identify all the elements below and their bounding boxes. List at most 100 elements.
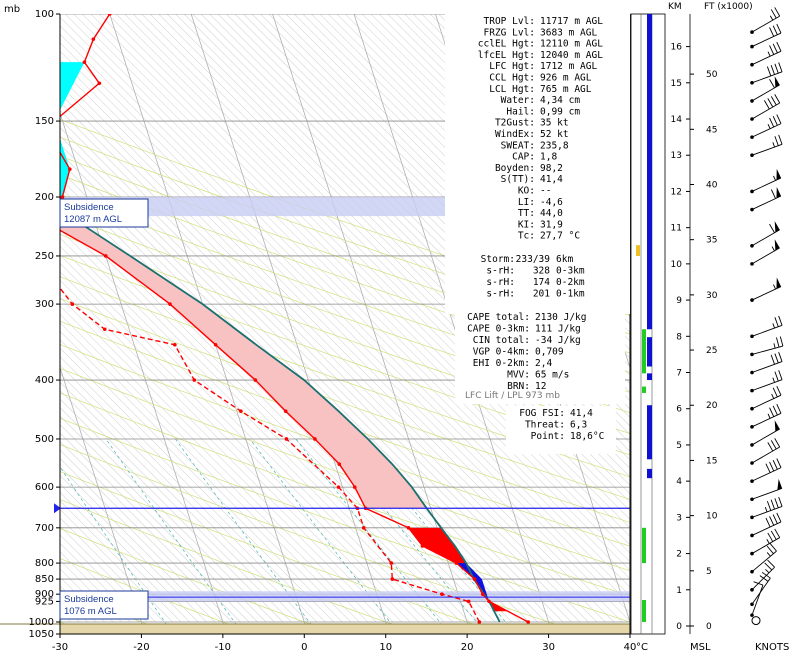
wind-barb-full: [776, 337, 780, 348]
wind-barb-full: [772, 514, 778, 524]
temperature-point: [526, 620, 531, 624]
wind-barb-full: [764, 562, 773, 571]
wind-barb-staff: [751, 566, 775, 591]
index-label: T2Gust:: [495, 118, 535, 129]
cloud-bar-blue: [647, 468, 652, 479]
index-label: LCL Hgt:: [489, 84, 535, 95]
cape-value: 0,709: [535, 347, 564, 358]
storm-label: s-rH:: [486, 289, 515, 300]
km-tick-label: 15: [671, 79, 682, 89]
wind-barb: [750, 7, 781, 34]
wind-barb-staff: [751, 247, 780, 265]
km-tick-label: 14: [671, 115, 683, 125]
pressure-tick-label: 150: [35, 116, 54, 127]
index-value: 98,2: [540, 163, 563, 174]
km-tick-label: 1: [676, 586, 682, 596]
wind-barb-staff: [751, 229, 780, 247]
storm-label: s-rH:: [486, 277, 515, 288]
wind-barb-full: [769, 117, 775, 128]
dry-adiabat: [60, 298, 630, 500]
wind-barb: [750, 336, 784, 357]
wind-barb-full: [774, 7, 781, 17]
wind-barb: [750, 76, 780, 103]
wind-barb: [750, 239, 780, 266]
ft-tick-label: 0: [706, 622, 712, 632]
cape-label: CAPE total:: [467, 312, 530, 323]
wind-barb-full: [778, 315, 783, 326]
storm-value: 233/39: [516, 254, 551, 265]
wind-barb-full: [776, 404, 782, 414]
index-value: 41,4: [540, 174, 563, 185]
fog-value: 18,6°C: [570, 431, 604, 442]
wind-barb-full: [769, 543, 777, 552]
ground-fill: [60, 624, 630, 634]
temperature-point: [82, 60, 87, 64]
temp-tick-label: -20: [133, 642, 149, 653]
subsidence-lower-line1: Subsidence: [64, 594, 114, 605]
wind-barb-point: [750, 370, 754, 375]
wind-barb-full: [769, 79, 775, 89]
lfc-arrow-marker: [54, 503, 61, 514]
wind-barb: [750, 496, 783, 520]
subsidence-upper-line2: 12087 m AGL: [64, 214, 122, 225]
index-value: --: [540, 186, 551, 197]
index-label: SWEAT:: [501, 140, 535, 151]
index-value: 4,34 cm: [540, 95, 580, 106]
temperature-point: [54, 226, 58, 230]
wind-barb-full: [774, 317, 779, 327]
wind-barb-full: [772, 405, 778, 416]
dewpoint-point: [466, 599, 471, 604]
cape-label: CIN total:: [473, 335, 530, 346]
wind-barb-full: [763, 100, 770, 110]
wind-barb: [750, 134, 783, 158]
wind-barb-half: [766, 539, 770, 544]
dry-adiabat: [60, 213, 630, 414]
dry-adiabat: [60, 320, 630, 523]
wind-barb: [750, 581, 764, 617]
wind-barb-point: [750, 334, 754, 339]
wind-barb-full: [772, 387, 778, 398]
wind-barb-full: [766, 500, 772, 511]
wind-barb-full: [769, 45, 775, 55]
temperature-point: [420, 544, 425, 548]
isotherm-line: [353, 14, 551, 626]
pressure-tick-label: 600: [35, 482, 54, 493]
wind-barb-half: [772, 377, 775, 383]
profile-lines: [54, 14, 630, 624]
temperature-line: [60, 14, 529, 623]
temp-tick-label: 30: [542, 642, 555, 653]
index-label: LI:: [518, 197, 535, 208]
temperature-point: [91, 37, 96, 41]
wind-barb-staff: [751, 446, 780, 464]
wind-barb-point: [750, 479, 754, 483]
storm-label: Storm:: [481, 254, 515, 265]
wind-barb-full: [774, 136, 779, 146]
wind-barb-full: [770, 65, 775, 75]
cape-label: VGP 0-4km:: [473, 347, 530, 358]
ground-layer: [0, 503, 630, 634]
temperature-point: [60, 195, 65, 199]
cape-label: EHI 0-2km:: [473, 358, 530, 369]
wind-barb-full: [769, 516, 775, 526]
pressure-tick-label: 1050: [29, 629, 54, 640]
wind-barb-full: [776, 458, 782, 468]
wind-barb: [750, 186, 782, 212]
km-tick-label: 10: [671, 260, 683, 270]
wind-barb-point: [750, 425, 754, 429]
cape-value: 12: [535, 381, 546, 392]
temperature-point: [454, 561, 459, 565]
km-tick-label: 11: [671, 224, 682, 234]
wind-barb-half: [771, 246, 775, 252]
dry-adiabat: [60, 155, 630, 354]
cloud-bar-blue: [647, 337, 652, 367]
km-label: KM: [668, 2, 682, 12]
storm-value: 328: [533, 266, 550, 277]
cloud-bar-blue: [647, 14, 652, 330]
temperature-point: [406, 526, 411, 530]
wind-barb-full: [776, 41, 782, 52]
storm-value: 201: [533, 289, 550, 300]
dewpoint-point: [336, 485, 341, 489]
dry-adiabat: [60, 193, 630, 393]
wind-barb-full: [772, 25, 778, 35]
wind-barb-point: [750, 461, 754, 465]
